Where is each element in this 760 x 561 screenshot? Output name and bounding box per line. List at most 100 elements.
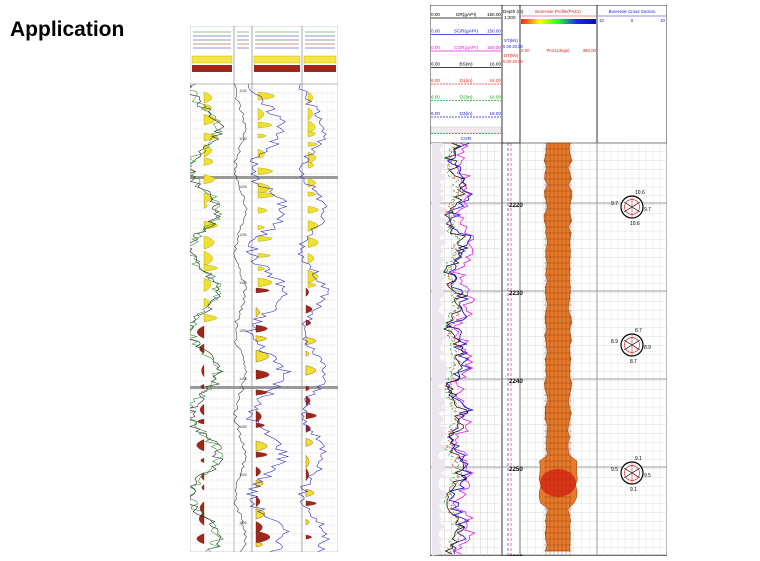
left-log-fill [203,314,218,322]
left-log-fill [307,206,319,214]
left-log-fill [257,277,273,288]
left-depth-label: 1550 [239,521,247,525]
track-max: 16.00 [490,62,502,67]
cross-right: 9.7 [644,207,651,213]
track-min: 0.00 [431,29,440,34]
left-log-fill [197,418,205,425]
track-name: GR(gAPI) [456,12,477,18]
left-log-fill [203,203,208,209]
left-log-fill [203,297,210,308]
track-max: 16.00 [490,95,502,100]
left-log-fill [307,107,313,121]
paz-min: 0.00 [521,48,530,53]
left-sp-curve [190,83,225,552]
cross-tick: 10 [660,18,665,23]
depth-tick-label: 2230 [509,290,523,297]
depth-tick-label: 2240 [509,378,523,385]
left-section-band [190,176,338,179]
depth-label: Depth (m) [503,9,524,14]
left-log-fill [305,488,315,497]
left-depth-label: 1250 [239,233,247,237]
left-log-fill [307,161,314,169]
left-log-fill [257,266,265,271]
left-log-fill [255,287,270,294]
left-log-fill [305,412,317,420]
track-min: 6.00 [431,95,440,100]
dt-range: 0.00 20.00 [503,59,523,64]
left-log-fill [196,325,205,339]
left-gr-curve [190,85,225,552]
left-header-yellow [191,55,233,64]
left-log-fill [255,542,263,548]
left-log-fill [307,130,316,137]
left-log-fill [255,479,264,487]
left-depth-label: 1150 [239,137,246,141]
cross-left: 9.5 [611,467,618,473]
cross-left: 9.7 [611,201,618,207]
left-log-fill [257,148,266,159]
left-log-fill [307,142,318,147]
left-depth-label: 1100 [239,89,246,93]
cross-right: 9.5 [644,473,651,479]
track-name: D2(in) [459,95,472,101]
cgr-fill-area [432,143,448,556]
left-track4-curve [297,83,331,552]
left-section-band [190,386,338,389]
st-label: ST(kN) [504,38,518,43]
left-log-fill [201,364,205,378]
left-log-fill [305,467,309,482]
left-log-fill [305,395,311,406]
left-log-fill [255,389,268,396]
cross-bottom: 8.7 [630,359,637,365]
track-name: D3(in) [459,111,472,117]
left-log-fill [305,287,309,297]
track-max: 16.00 [490,111,502,116]
left-log-overview: 1100 1150 1200 1250 1300 1350 1400 1450 1500 1550 [190,26,338,552]
left-depth-curve [233,83,248,552]
left-log-fill [255,410,262,423]
cross-tick: 10 [599,18,604,23]
cross-top: 8.7 [635,328,642,334]
cross-right: 8.9 [644,345,651,351]
left-log-fill [203,221,218,230]
left-log-fill [305,455,310,469]
depth-tick-label: 2220 [509,202,523,209]
track-min: 0.00 [431,45,440,50]
track-name: CGR(gAPI) [454,45,479,51]
paz-color-bar [521,19,596,24]
left-log-fill [305,500,317,507]
left-log-fill [255,451,268,458]
left-log-fill [203,132,218,142]
left-log-fill [255,324,268,333]
right-log-detail: 0.00 GR(gAPI) 150.000.00 SGR(gAPI) 150.000.0… [430,5,667,556]
left-log-fill [203,174,216,185]
left-track3-curve [245,83,292,552]
left-log-fill [255,307,260,318]
left-log-fill [200,384,205,390]
left-log-fill [201,484,205,491]
left-header-yellow [303,55,337,64]
track-max: 16.00 [490,78,502,83]
left-log-fill [307,253,315,264]
depth-tick-label: 2250 [509,466,523,473]
track-min: 6.00 [431,78,440,83]
washout-zone [540,469,576,497]
track-max: 150.00 [487,45,501,50]
left-log-fill [257,225,265,230]
left-log-fill [203,235,215,250]
cross-tick: 0 [631,18,634,23]
left-log-fill [255,496,261,507]
left-log-fill [305,385,310,392]
left-log-fill [305,438,313,447]
left-log-fill [203,144,212,158]
cross-top: 10.6 [635,190,645,196]
track-name: BS(in) [459,62,473,68]
track-max: 150.00 [487,12,501,17]
left-log-fill [255,466,261,477]
left-log-fill [257,108,265,121]
left-log-fill [305,519,310,526]
dt-label: DT(kN) [504,53,519,58]
depth-scale: 1:200 [504,15,516,20]
d1-curve [444,142,463,555]
left-log-fill [307,191,317,197]
